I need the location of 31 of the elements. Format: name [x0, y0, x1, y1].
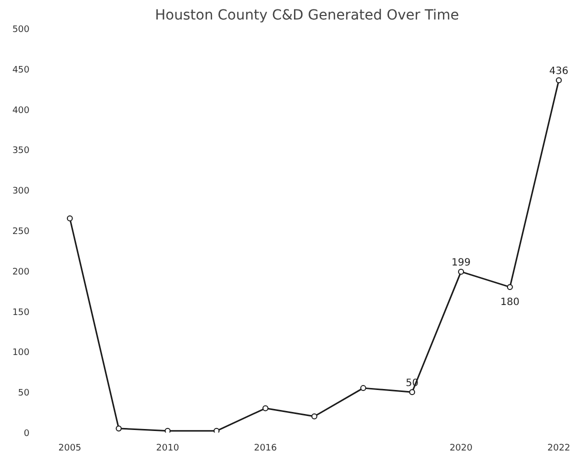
point: [506, 284, 513, 290]
x-tick-label: 2022: [547, 444, 570, 454]
point: [116, 425, 122, 432]
y-tick-label: 250: [12, 227, 30, 237]
y-tick-label: 100: [12, 348, 30, 358]
x-tick-label: 2010: [156, 444, 180, 454]
y-tick-label: 50: [18, 388, 30, 399]
point: [458, 268, 464, 275]
data-label: 199: [451, 258, 471, 269]
x-tick-label: 2020: [450, 444, 473, 454]
y-tick-label: 200: [12, 267, 30, 278]
point: [360, 385, 366, 392]
y-tick-label: 450: [12, 65, 30, 76]
y-tick-label: 500: [12, 25, 30, 35]
y-tick-label: 400: [12, 106, 30, 116]
point: [214, 428, 220, 432]
x-tick-label: 2005: [58, 444, 82, 454]
data-label: 180: [500, 297, 520, 308]
data-label: 436: [549, 66, 568, 78]
point: [311, 413, 318, 420]
x-tick-label: 2016: [254, 444, 278, 454]
point: [409, 389, 416, 396]
point: [66, 215, 73, 222]
point: [164, 428, 171, 432]
y-tick-label: 350: [12, 146, 30, 156]
point: [262, 405, 268, 412]
point: [556, 77, 562, 84]
y-tick-label: 300: [12, 186, 30, 197]
chart-title: Houston County C&D Generated Over Time: [155, 8, 459, 24]
y-tick-label: 0: [24, 429, 30, 439]
y-tick-label: 150: [12, 308, 30, 318]
